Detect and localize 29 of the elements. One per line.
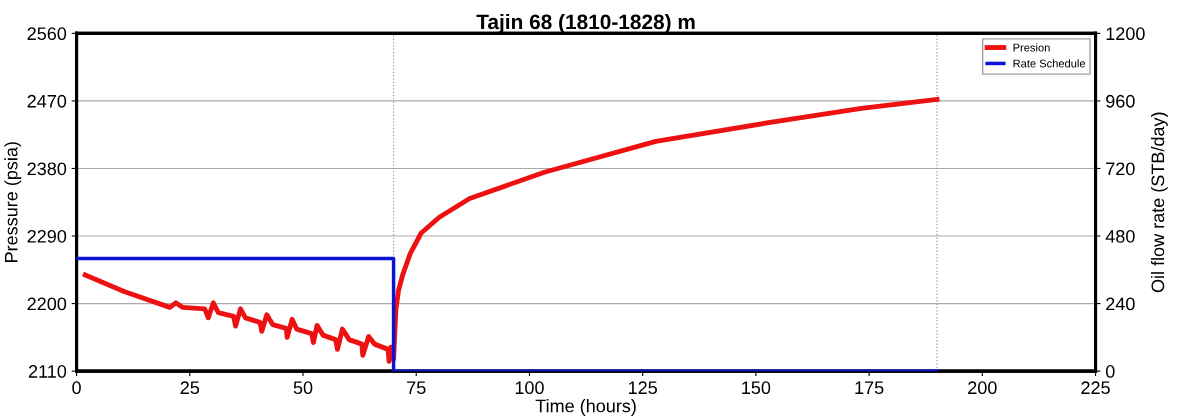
x-tick-label: 50 xyxy=(293,381,313,395)
x-tick-label: 125 xyxy=(628,381,657,395)
x-axis-title: Time (hours) xyxy=(535,399,636,416)
y-tick-label: 2200 xyxy=(27,297,67,311)
y2-tick-label: 960 xyxy=(1106,94,1135,108)
y2-tick-label: 0 xyxy=(1105,365,1115,378)
y-tick-label: 2470 xyxy=(27,94,67,108)
legend-label: Rate Schedule xyxy=(1013,59,1086,68)
y-tick-label: 2560 xyxy=(27,27,67,41)
y2-tick-label: 480 xyxy=(1105,229,1135,243)
x-tick-label: 25 xyxy=(180,381,200,395)
x-tick-label: 100 xyxy=(515,381,544,395)
x-tick-label: 200 xyxy=(968,381,997,395)
x-tick-label: 75 xyxy=(407,381,426,395)
x-tick-label: 150 xyxy=(742,381,771,395)
x-tick-label: 225 xyxy=(1081,381,1110,395)
y2-axis-title: Oil flow rate (STB/day) xyxy=(1150,112,1168,293)
line-series xyxy=(82,96,940,364)
y-tick-label: 2110 xyxy=(28,365,67,378)
legend-label: Presion xyxy=(1013,43,1050,52)
y-tick-label: 2290 xyxy=(27,229,67,243)
y2-tick-label: 240 xyxy=(1106,297,1135,311)
y2-tick-label: 1200 xyxy=(1106,27,1145,41)
y-axis-title: Pressure (psia) xyxy=(4,142,22,262)
x-tick-label: 175 xyxy=(855,381,884,395)
chart-title: Tajin 68 (1810-1828) m xyxy=(476,13,695,34)
y-tick-label: 2380 xyxy=(27,162,67,176)
y2-tick-label: 720 xyxy=(1106,162,1135,176)
x-tick-label: 0 xyxy=(72,381,81,395)
